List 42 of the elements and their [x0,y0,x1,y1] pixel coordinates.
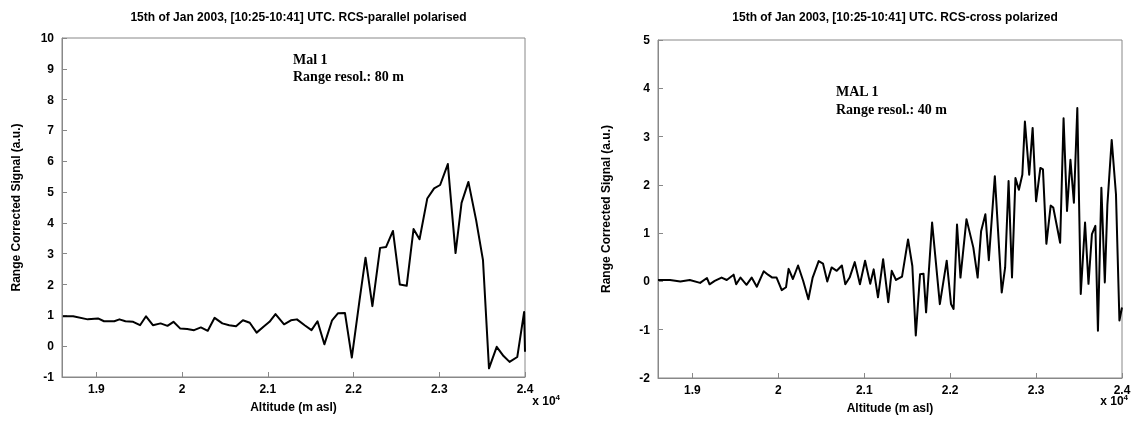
x-tick-label: 2.1 [855,383,873,397]
y-tick-label: 1 [643,226,651,241]
y-tick-label: 3 [643,129,651,144]
x-axis-title: Altitude (m asl) [846,401,934,415]
y-tick-label: 4 [47,215,55,230]
y-tick-label: 2 [47,277,55,292]
y-tick-label: 4 [643,81,651,96]
y-tick-label: 5 [643,33,651,47]
x-tick-label: 1.9 [684,383,702,397]
y-tick-label: 1 [47,308,55,323]
chart-title: 15th of Jan 2003, [10:25-10:41] UTC. RCS-parallel polarised [130,10,467,24]
line-series [61,163,526,370]
chart-title: 15th of Jan 2003, [10:25-10:41] UTC. RCS-cross polarized [732,10,1058,24]
y-tick-label: 2 [643,177,651,192]
annotation: Range resol.: 80 m [293,68,405,84]
y-tick-label: 10 [40,31,55,45]
x-tick-label: 2.4 [516,382,534,396]
x-tick-label: 2.3 [1027,383,1045,397]
y-tick-label: 0 [47,339,55,354]
x-tick-label: 2 [774,383,782,397]
y-tick-label: 8 [47,92,55,107]
x-axis-title: Altitude (m asl) [250,400,337,414]
y-tick-label: -1 [639,322,651,337]
y-axis-title: Range Corrected Signal (a.u.) [599,124,613,294]
y-tick-label: 5 [47,185,55,200]
x-tick-label: 2.3 [430,382,448,396]
y-tick-label: 6 [47,154,55,169]
annotation: Range resol.: 40 m [836,101,948,117]
y-tick-label: 9 [47,61,55,76]
y-tick-label: 3 [47,246,55,261]
y-tick-label: -2 [639,371,651,385]
y-axis-title: Range Corrected Signal (a.u.) [9,123,23,292]
x-tick-label: 2 [178,382,186,396]
x-tick-label: 2.2 [345,382,363,396]
annotation: MAL 1 [836,83,879,99]
x-tick-label: 2.1 [259,382,277,396]
x-tick-label: 2.2 [941,383,959,397]
y-tick-label: 0 [643,274,651,289]
annotation: Mal 1 [293,51,328,67]
y-tick-label: -1 [43,370,55,384]
x-tick-label: 1.9 [87,382,105,396]
y-tick-label: 7 [47,123,55,138]
